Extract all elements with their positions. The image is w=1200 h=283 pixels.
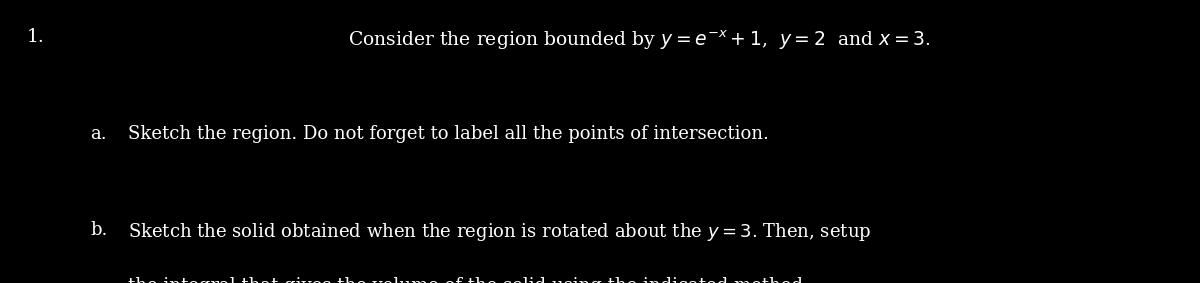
Text: 1.: 1. bbox=[26, 28, 44, 46]
Text: Consider the region bounded by $y = e^{-x} + 1$,  $y = 2$  and $x = 3$.: Consider the region bounded by $y = e^{-… bbox=[348, 28, 930, 52]
Text: the integral that gives the volume of the solid using the indicated method.: the integral that gives the volume of th… bbox=[128, 277, 809, 283]
Text: Sketch the solid obtained when the region is rotated about the $y = 3$. Then, se: Sketch the solid obtained when the regio… bbox=[128, 221, 871, 243]
Text: a.: a. bbox=[90, 125, 107, 143]
Text: Sketch the region. Do not forget to label all the points of intersection.: Sketch the region. Do not forget to labe… bbox=[128, 125, 769, 143]
Text: b.: b. bbox=[90, 221, 107, 239]
